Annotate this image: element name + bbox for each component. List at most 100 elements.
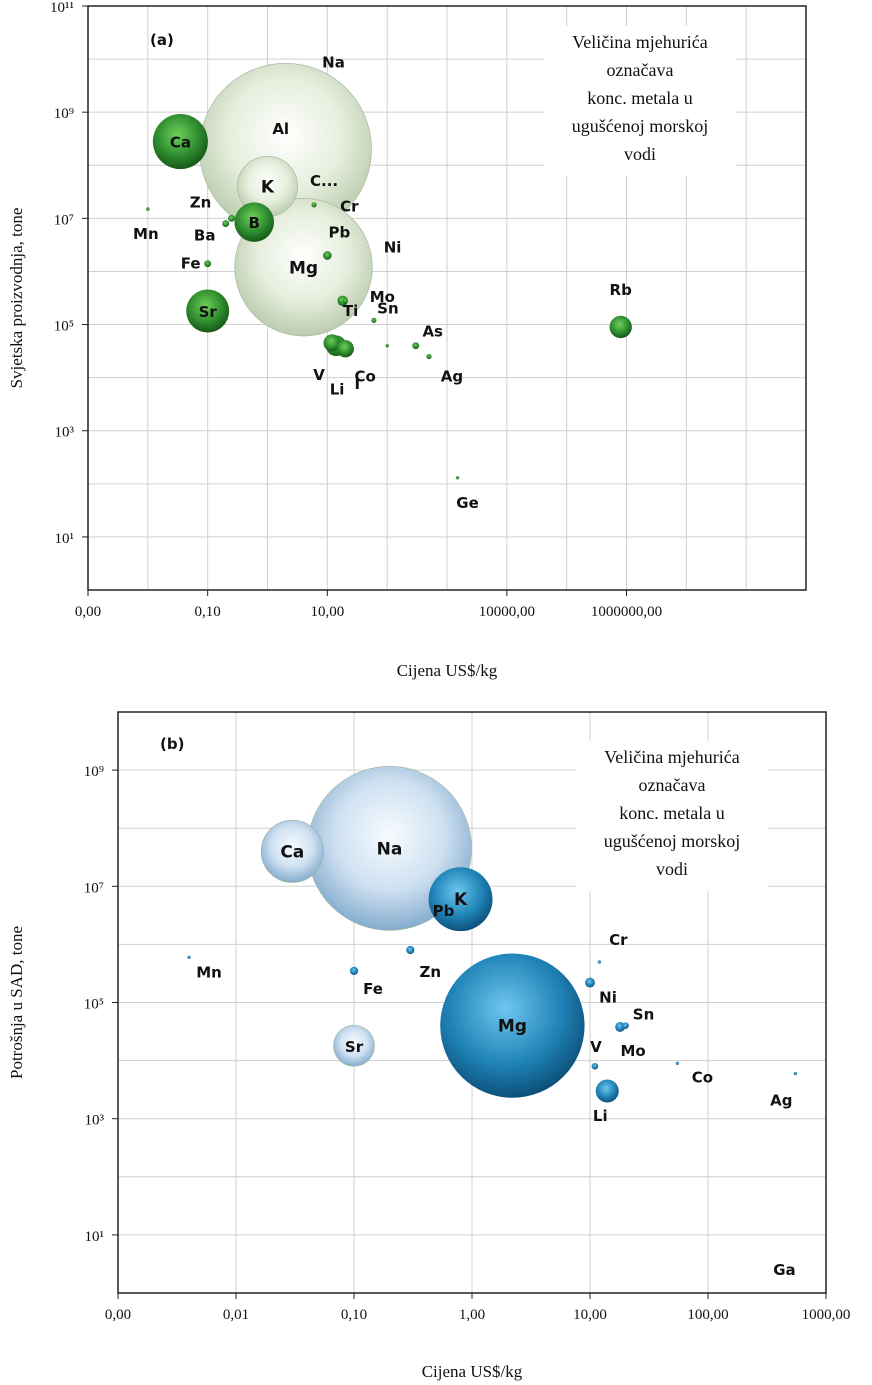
- chart-panel-b: 0,00 0,01 0,10 1,00 10,00 100,00 1000,00 10⁹ 10⁷…: [7, 711, 850, 1381]
- bubble-label-mo: Mo: [370, 288, 395, 306]
- y-axis-label: Svjetska proizvodnja, tone: [7, 208, 26, 389]
- bubble-label-sr: Sr: [345, 1038, 364, 1056]
- bubble-label-rb: Rb: [610, 281, 633, 299]
- y-tick-label: 10⁵: [54, 319, 74, 335]
- bubble-label-mn: Mn: [196, 963, 222, 981]
- bubble-label-ca: Ca: [280, 842, 304, 862]
- note-line: označava: [639, 775, 706, 795]
- bubble-label-ag: Ag: [441, 368, 463, 386]
- note-line: Veličina mjehurića: [572, 32, 707, 52]
- size-note: Veličina mjehurića označava konc. metala u…: [544, 26, 736, 176]
- bubble-k: [428, 867, 493, 932]
- bubble-co: [385, 343, 389, 348]
- bubble-label-cr: Cr: [340, 197, 359, 215]
- bubble-cr: [597, 960, 601, 964]
- bubble-mn: [187, 955, 191, 959]
- bubble-label-ni: Ni: [384, 238, 402, 256]
- y-tick-label: 10³: [55, 425, 75, 441]
- bubble-pb: [323, 251, 332, 260]
- y-tick-label: 10⁷: [84, 880, 104, 896]
- bubble-label-mg: Mg: [289, 258, 318, 278]
- y-tick-label: 10³: [85, 1113, 105, 1129]
- bubble-zn: [406, 945, 415, 955]
- note-line: Veličina mjehurića: [604, 747, 739, 767]
- y-tick-label: 10¹¹: [50, 0, 74, 16]
- bubble-mn: [146, 207, 150, 211]
- bubble-label-pb: Pb: [433, 902, 455, 920]
- note-line: konc. metala u: [619, 803, 724, 823]
- bubble-label-mn: Mn: [133, 225, 159, 243]
- x-tick-label: 0,00: [75, 604, 101, 620]
- bubble-v: [323, 334, 341, 352]
- size-note: Veličina mjehurića označava konc. metala u…: [576, 741, 768, 891]
- bubble-label-ni: Ni: [599, 989, 617, 1007]
- bubble-label-ge: Ge: [456, 494, 479, 512]
- bubble-sn: [371, 317, 377, 323]
- bubble-sn: [622, 1022, 629, 1029]
- bubble-ca: [260, 819, 324, 883]
- y-tick-label: 10⁹: [54, 106, 74, 122]
- bubble-sr: [333, 1024, 375, 1067]
- bubble-i: [336, 340, 354, 358]
- bubble-label-ga: Ga: [773, 1261, 795, 1279]
- bubble-label-co: Co: [692, 1068, 713, 1086]
- y-tick-label: 10¹: [55, 531, 75, 547]
- bubble-mo: [342, 298, 348, 304]
- y-tick-label: 10⁹: [84, 764, 104, 780]
- bubble-label-c: C...: [310, 172, 338, 190]
- bubble-zn: [228, 214, 235, 222]
- bubble-fe: [349, 966, 359, 975]
- bubble-as: [412, 342, 420, 350]
- bubble-label-na: Na: [377, 839, 403, 859]
- x-tick-label: 0,01: [223, 1307, 249, 1323]
- bubble-label-cr: Cr: [609, 931, 628, 949]
- bubble-ti: [337, 295, 348, 306]
- bubble-label-k: K: [454, 890, 468, 910]
- note-line: vodi: [656, 859, 688, 879]
- bubble-label-v: V: [590, 1038, 602, 1056]
- bubbles: Na Mg K Ca Sr Li Ni Mo Fe Zn Sn V Mn Cr Co Ag Pb Ga: [187, 766, 798, 1279]
- bubble-ba: [222, 220, 230, 227]
- bubble-label-fe: Fe: [363, 980, 383, 998]
- y-tick-label: 10¹: [85, 1229, 105, 1245]
- x-tick-label: 100,00: [687, 1307, 728, 1323]
- bubble-label-na: Na: [322, 53, 345, 71]
- bubble-label-as: As: [422, 323, 443, 341]
- bubble-b: [234, 202, 275, 242]
- bubble-label-li: Li: [593, 1107, 608, 1125]
- bubble-label-fe: Fe: [181, 255, 201, 273]
- bubble-label-sr: Sr: [199, 303, 218, 321]
- note-line: ugušćenoj morskoj: [572, 116, 709, 136]
- x-tick-label: 1,00: [459, 1307, 485, 1323]
- x-axis-label: Cijena US$/kg: [422, 1362, 523, 1381]
- bubble-label-v: V: [313, 366, 325, 384]
- bubble-label-b: B: [249, 214, 260, 232]
- bubble-label-zn: Zn: [420, 963, 442, 981]
- x-tick-label: 1000000,00: [591, 604, 662, 620]
- bubble-label-k: K: [261, 177, 275, 197]
- plot-frame: [87, 5, 807, 591]
- x-tick-label: 0,10: [341, 1307, 367, 1323]
- bubble-ag: [426, 353, 432, 360]
- bubble-label-pb: Pb: [328, 223, 350, 241]
- note-background: [544, 26, 736, 176]
- bubble-label-ag: Ag: [770, 1091, 792, 1109]
- x-tick-label: 0,00: [105, 1307, 131, 1323]
- bubble-fe: [204, 260, 212, 268]
- note-line: ugušćenoj morskoj: [604, 831, 741, 851]
- note-line: označava: [607, 60, 674, 80]
- bubble-ge: [455, 476, 460, 480]
- bubble-ag: [793, 1071, 798, 1076]
- bubble-sr: [186, 289, 230, 333]
- bubble-c: [311, 202, 317, 208]
- note-line: vodi: [624, 144, 656, 164]
- bubble-label-sn: Sn: [377, 299, 398, 317]
- bubble-mg: [440, 953, 585, 1098]
- bubble-label-ti: Ti: [343, 302, 358, 320]
- panel-tag: (b): [160, 735, 184, 753]
- bubble-ni: [585, 977, 595, 988]
- bubble-label-ca: Ca: [170, 134, 191, 152]
- note-background: [576, 741, 768, 891]
